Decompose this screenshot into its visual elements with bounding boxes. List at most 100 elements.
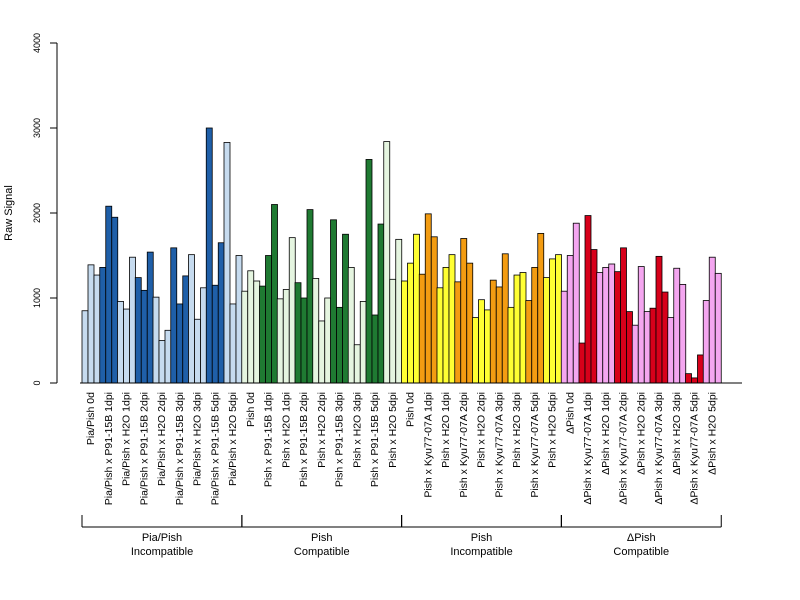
bar [620,247,627,384]
bar [134,277,142,384]
bar [111,216,119,384]
group-label: Pish [471,532,492,544]
bar [182,275,190,384]
x-tick-label: Pish x P91-15B 3dpi [334,392,346,487]
bar [158,340,166,384]
bar [572,222,580,384]
bar [460,238,468,384]
bar [170,247,178,384]
bar [330,219,337,384]
x-tick-label: ΔPish x Kyu77-07A 1dpi [582,392,594,505]
bar [140,289,148,384]
bar [123,308,130,384]
y-axis-label: Raw Signal [3,185,15,241]
x-tick-label: ΔPish 0d [564,392,576,434]
bar [566,255,574,384]
bar [702,300,710,384]
group-label: Pia/Pish [142,532,182,544]
bar [265,255,272,384]
bar [336,306,343,384]
bar [454,281,462,384]
bar [288,237,296,384]
bar [596,272,604,384]
bar [466,262,474,384]
bars [81,127,722,384]
group-brackets: Pia/Pish Incompatible Pish Compatible Pish In… [81,515,722,558]
bar [531,266,539,384]
x-tick-label: Pish x H2O 5dpi [547,392,559,468]
bar [691,377,698,384]
bar [93,274,101,384]
x-tick-label: Pia/Pish x P91-15B 2dpi [138,392,150,505]
bar [383,141,391,384]
bar [578,342,586,384]
x-tick-label: Pish x H2O 3dpi [511,392,523,468]
bar [436,287,444,384]
x-tick-label: ΔPish x H2O 1dpi [600,392,612,475]
bar [294,282,302,384]
bar [430,236,438,384]
bar [81,310,89,384]
bar [359,300,367,384]
bar [152,296,160,384]
x-tick-label: Pish x Kyu77-07A 5dpi [529,392,541,498]
bar [507,306,515,384]
bar [276,298,284,384]
bar [584,215,592,384]
bar [105,205,113,384]
x-tick-label: ΔPish x H2O 3dpi [671,392,683,475]
x-tick-label: Pish x H2O 1dpi [280,392,292,468]
bar [655,255,663,384]
bar [259,285,266,384]
bar [637,266,645,384]
bar [413,233,420,384]
bar [117,300,124,384]
bar [631,324,639,384]
bar [312,278,320,384]
bar [714,272,722,384]
x-tick-label: Pish x H2O 2dpi [476,392,488,468]
x-tick-label: ΔPish x Kyu77-07A 5dpi [689,392,701,505]
bar [549,258,556,384]
bar [560,290,568,384]
bar [685,373,692,384]
bar [146,251,154,384]
bar [395,238,403,384]
bar [448,254,456,384]
x-tick-label: Pish x H2O 3dpi [351,392,363,468]
x-tick-label: Pia/Pish x H2O 3dpi [192,392,204,486]
bar [389,278,397,384]
bar [229,303,237,384]
bar [484,309,491,384]
bar [519,272,527,384]
bar [365,159,373,384]
bar [371,314,379,384]
group-label: Incompatible [131,546,193,558]
x-tick-label: Pish x P91-15B 5dpi [369,392,381,487]
group-label: Compatible [613,546,669,558]
x-tick-label: Pia/Pish x H2O 5dpi [227,392,239,486]
x-tick-labels: Pia/Pish 0d Pia/Pish x P91-15B 1dpi Pia/Pi… [85,392,718,505]
bar [424,213,432,384]
bar [217,242,225,384]
bar [708,256,716,384]
bar [164,329,172,384]
bar [472,317,479,384]
bar [649,307,657,384]
bar [235,255,243,384]
x-tick-label: Pia/Pish x H2O 2dpi [156,392,168,486]
bar [353,344,361,384]
x-tick-label: ΔPish x Kyu77-07A 3dpi [653,392,665,505]
bar [200,287,207,384]
bar [300,297,308,384]
x-tick-label: Pish x Kyu77-07A 1dpi [422,392,434,498]
bar [661,291,669,384]
y-tick-label: 1000 [32,288,42,308]
x-tick-label: Pish 0d [405,392,417,427]
y-tick-label: 4000 [32,33,42,53]
bar [306,209,314,384]
bar [211,284,219,384]
bar [667,317,675,384]
bar [347,266,355,384]
bar [643,311,651,384]
